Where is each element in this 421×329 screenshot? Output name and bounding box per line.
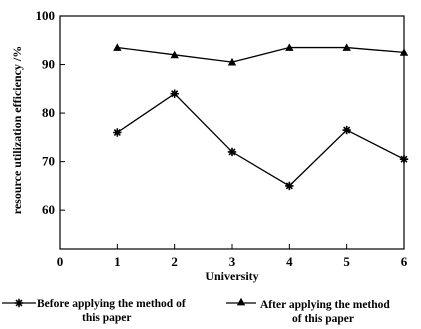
legend-triangle-marker (236, 297, 246, 306)
y-tick-label: 60 (42, 202, 55, 217)
x-tick-label: 5 (343, 254, 350, 269)
legend-star-marker (14, 298, 24, 308)
triangle-point (399, 48, 409, 56)
triangle-point (227, 57, 237, 66)
triangle-point (342, 43, 351, 51)
x-tick-label: 0 (57, 254, 64, 269)
legend-label-before-line1: Before applying the method of (37, 298, 186, 310)
triangle-point (113, 43, 122, 51)
x-axis-title: University (205, 269, 258, 283)
x-tick-label: 3 (229, 254, 236, 269)
y-tick-label: 100 (36, 8, 56, 23)
series-line (116, 92, 405, 187)
y-tick-label: 80 (42, 105, 55, 120)
star-point (342, 125, 351, 135)
legend-triangle-point (236, 297, 246, 306)
legend-label-after-line1: After applying the method (260, 299, 390, 311)
legend-item-before: Before applying the method of this paper (2, 298, 186, 324)
series-line (117, 46, 405, 63)
series-after (113, 43, 409, 66)
y-axis-title: resource utilization efficiency /% (10, 46, 24, 215)
series-before (113, 89, 409, 191)
star-point (170, 89, 179, 98)
star-point (399, 155, 409, 164)
x-tick-label: 2 (171, 254, 178, 269)
legend-label-after-line2: of this paper (292, 313, 354, 325)
legend-star-point (14, 298, 24, 308)
y-tick-label: 70 (42, 154, 55, 169)
x-tick-label: 1 (114, 254, 121, 269)
y-tick-label: 90 (42, 57, 55, 72)
x-tick-label: 6 (401, 254, 408, 269)
legend-item-after: After applying the method of this paper (226, 297, 390, 325)
star-point (113, 128, 122, 137)
legend: Before applying the method of this paper… (2, 297, 390, 325)
star-point (227, 147, 237, 157)
triangle-point (170, 50, 179, 59)
legend-label-before-line2: this paper (82, 312, 132, 324)
x-tick-label: 4 (286, 254, 293, 269)
triangle-point (285, 43, 294, 51)
star-point (285, 181, 294, 191)
